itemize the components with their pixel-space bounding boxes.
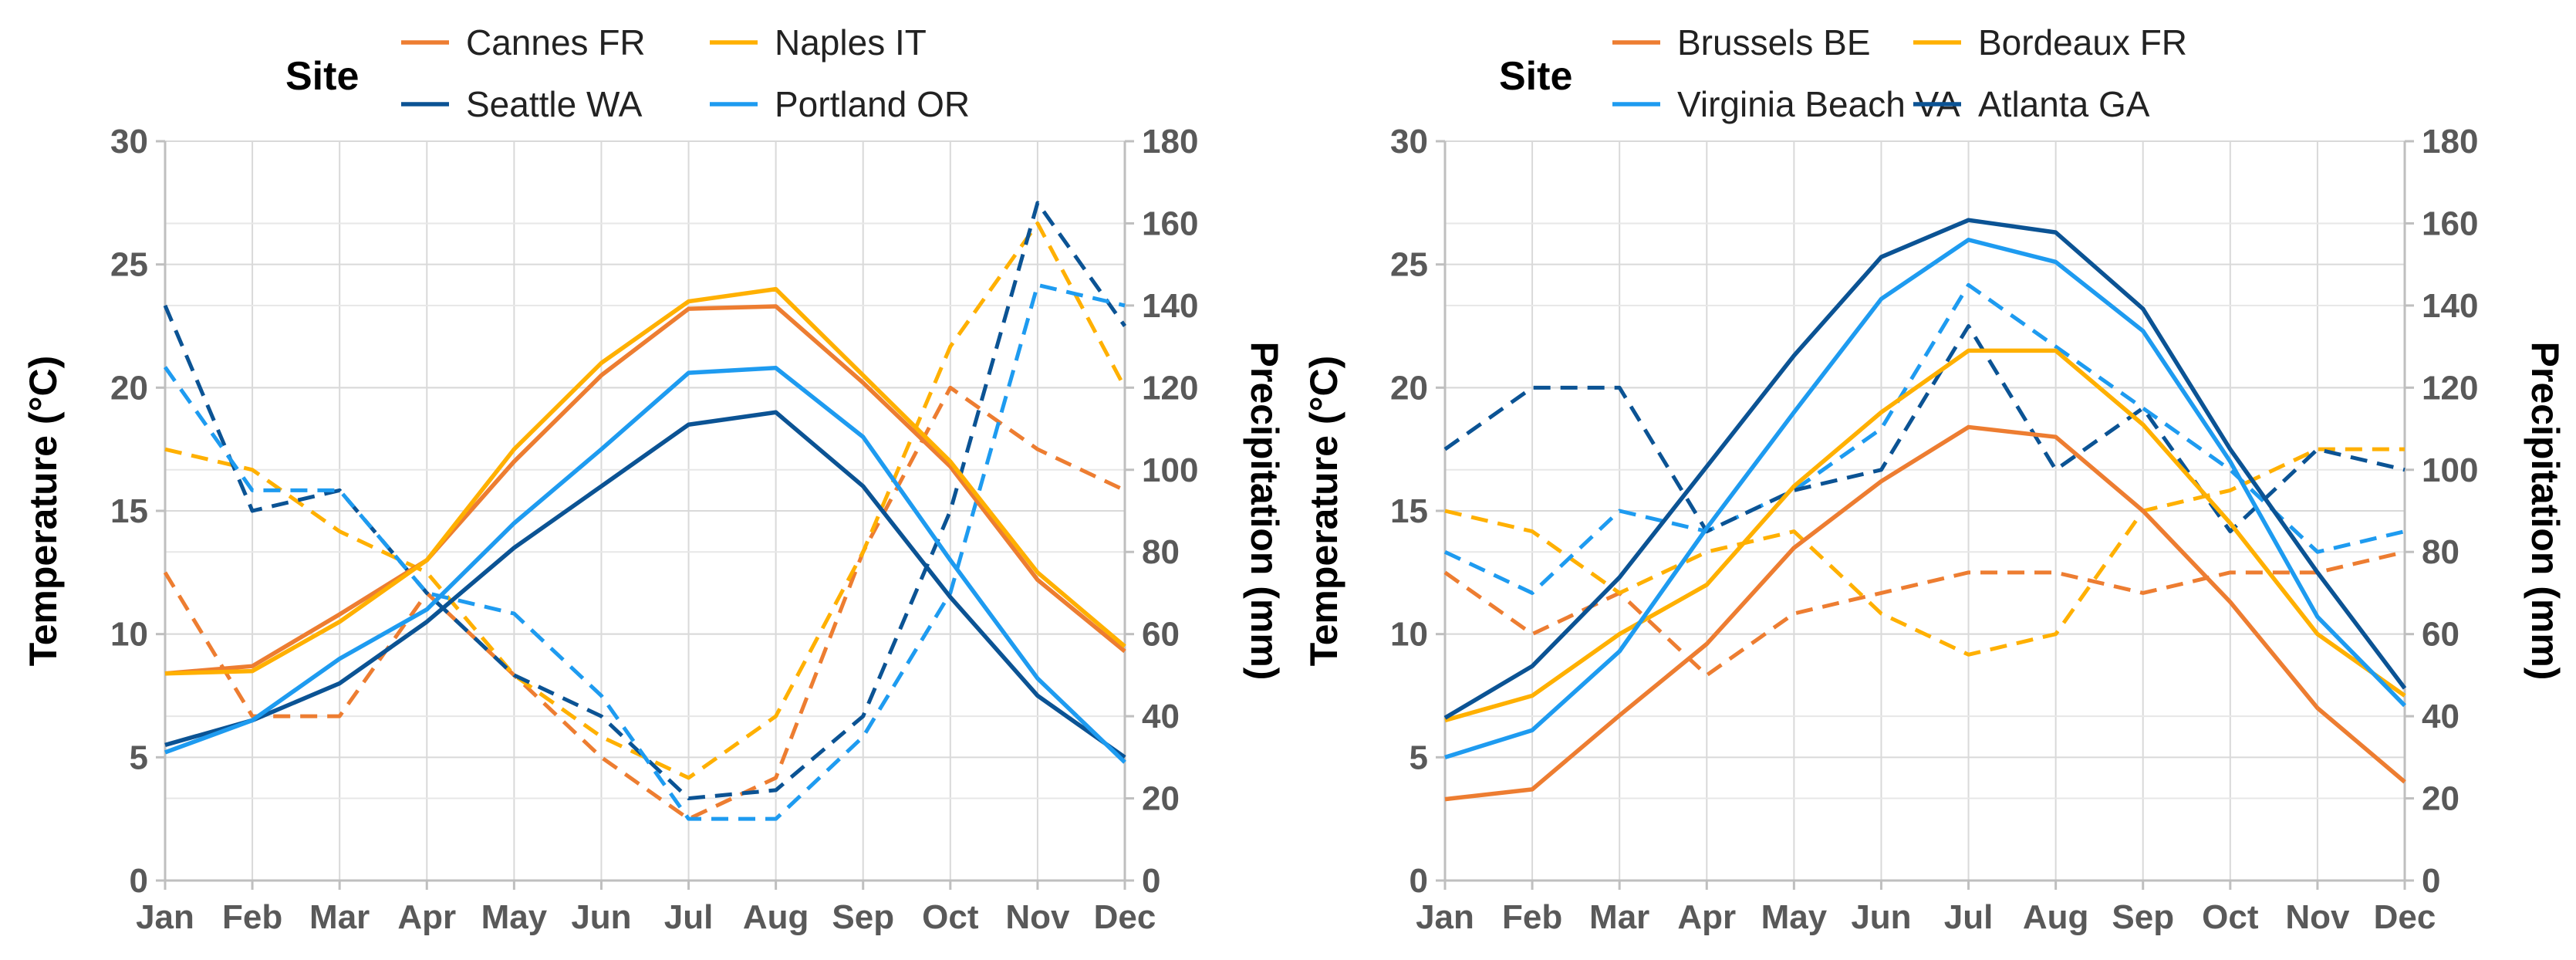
x-tick-label: Aug: [2023, 898, 2089, 936]
y2-tick-label: 100: [1142, 451, 1198, 489]
y2-tick-label: 160: [2422, 205, 2478, 242]
temp-line-seattle-wa: [164, 410, 1126, 759]
legend-item: Cannes FR: [401, 22, 646, 63]
precip-line-virginia-beach-va: [1443, 282, 2406, 595]
legend-label: Bordeaux FR: [1978, 22, 2187, 63]
y2-axis-title: Precipitation (mm): [1243, 342, 1286, 681]
legend-label: Naples IT: [775, 22, 927, 63]
temp-line-brussels-be: [1444, 424, 2406, 802]
precip-line-seattle-wa: [163, 201, 1127, 801]
x-tick-label: Jun: [571, 898, 631, 936]
y2-tick-label: 20: [1142, 780, 1180, 818]
y2-tick-label: 80: [1142, 533, 1180, 571]
x-tick-label: Nov: [1005, 898, 1070, 936]
x-tick-label: Jun: [1851, 898, 1911, 936]
temp-line-naples-it: [164, 286, 1126, 676]
x-tick-label: Jan: [1416, 898, 1474, 936]
y-tick-label: 15: [1390, 492, 1428, 530]
y2-tick-label: 180: [1142, 123, 1198, 161]
legend-item: Virginia Beach VA: [1612, 84, 1960, 124]
legend: Site Cannes FR Naples IT Seattle WA Portland…: [285, 22, 970, 124]
legend-label: Seattle WA: [466, 84, 643, 124]
x-tick-label: May: [481, 898, 548, 936]
y-tick-label: 25: [110, 246, 148, 284]
y2-tick-label: 140: [2422, 287, 2478, 325]
x-tick-label: Mar: [1589, 898, 1649, 936]
x-tick-label: May: [1761, 898, 1828, 936]
y2-tick-label: 40: [1142, 698, 1180, 735]
x-tick-label: Dec: [1094, 898, 1156, 936]
legend-label: Brussels BE: [1677, 22, 1871, 63]
x-tick-label: Oct: [922, 898, 979, 936]
precip-line-portland-or: [163, 282, 1126, 821]
legend-label: Cannes FR: [466, 22, 646, 63]
x-tick-label: Feb: [1502, 898, 1562, 936]
x-tick-label: Sep: [2112, 898, 2174, 936]
legend-item: Seattle WA: [401, 84, 643, 124]
y2-axis-title: Precipitation (mm): [2524, 342, 2567, 681]
y2-tick-label: 20: [2422, 780, 2460, 818]
y2-tick-label: 80: [2422, 533, 2460, 571]
x-tick-label: Dec: [2374, 898, 2436, 936]
x-tick-label: Jan: [136, 898, 194, 936]
temp-line-virginia-beach-va: [1444, 237, 2406, 759]
y2-tick-label: 180: [2422, 123, 2478, 161]
y-axis-title: Temperature (°C): [22, 356, 65, 666]
precip-line-atlanta-ga: [1443, 324, 2406, 534]
x-tick-label: Jul: [664, 898, 714, 936]
temp-line-atlanta-ga: [1443, 218, 2407, 720]
x-tick-label: Sep: [832, 898, 894, 936]
y-axis-title: Temperature (°C): [1302, 356, 1345, 666]
x-tick-label: Aug: [743, 898, 809, 936]
temp-line-cannes-fr: [164, 304, 1126, 676]
legend-label: Atlanta GA: [1978, 84, 2150, 124]
y2-tick-label: 0: [2422, 862, 2440, 900]
y-tick-label: 20: [1390, 369, 1428, 407]
y-tick-label: 5: [130, 739, 148, 776]
y-tick-label: 0: [1410, 862, 1428, 900]
x-tick-label: Feb: [222, 898, 282, 936]
legend-item: Bordeaux FR: [1913, 22, 2187, 63]
legend-title: Site: [285, 54, 359, 99]
legend-item: Atlanta GA: [1913, 84, 2150, 124]
y2-tick-label: 140: [1142, 287, 1198, 325]
precip-line-bordeaux-fr: [1444, 447, 2405, 657]
y2-tick-label: 120: [1142, 369, 1198, 407]
x-tick-label: Nov: [2285, 898, 2350, 936]
y-tick-label: 10: [1390, 616, 1428, 654]
y-tick-label: 15: [110, 492, 148, 530]
x-tick-label: Oct: [2202, 898, 2259, 936]
legend-item: Brussels BE: [1612, 22, 1871, 63]
gridlines: [164, 140, 1126, 881]
legend-item: Portland OR: [710, 84, 970, 124]
legend: Site Brussels BE Bordeaux FR Virginia Beach…: [1499, 22, 2187, 124]
legend-label: Virginia Beach VA: [1677, 84, 1960, 124]
legend-item: Naples IT: [710, 22, 927, 63]
legend-label: Portland OR: [775, 84, 970, 124]
y-tick-label: 30: [110, 123, 148, 161]
y2-tick-label: 60: [1142, 616, 1180, 654]
y2-tick-label: 160: [1142, 205, 1198, 242]
y-tick-label: 30: [1390, 123, 1428, 161]
y2-tick-label: 40: [2422, 698, 2460, 735]
temp-line-bordeaux-fr: [1444, 348, 2406, 723]
chart-panel-1: 0 5 10 15 20 25 30 0 20 40 60 80 100 120 140 160 180 Jan F…: [22, 22, 1286, 936]
legend-title: Site: [1499, 54, 1572, 99]
x-tick-label: Mar: [309, 898, 370, 936]
y-tick-label: 5: [1410, 739, 1428, 776]
y-tick-label: 25: [1390, 246, 1428, 284]
y-tick-label: 10: [110, 616, 148, 654]
x-tick-label: Apr: [1677, 898, 1736, 936]
y2-tick-label: 120: [2422, 369, 2478, 407]
y2-tick-label: 100: [2422, 451, 2478, 489]
y2-tick-label: 60: [2422, 616, 2460, 654]
chart-panel-2: 0 5 10 15 20 25 30 0 20 40 60 80 100 120 140 160 180 Jan F…: [1302, 22, 2567, 936]
y-tick-label: 20: [110, 369, 148, 407]
y-tick-label: 0: [130, 862, 148, 900]
temp-line-portland-or: [164, 366, 1126, 764]
y2-tick-label: 0: [1142, 862, 1160, 900]
x-tick-label: Jul: [1944, 898, 1994, 936]
x-tick-label: Apr: [397, 898, 456, 936]
